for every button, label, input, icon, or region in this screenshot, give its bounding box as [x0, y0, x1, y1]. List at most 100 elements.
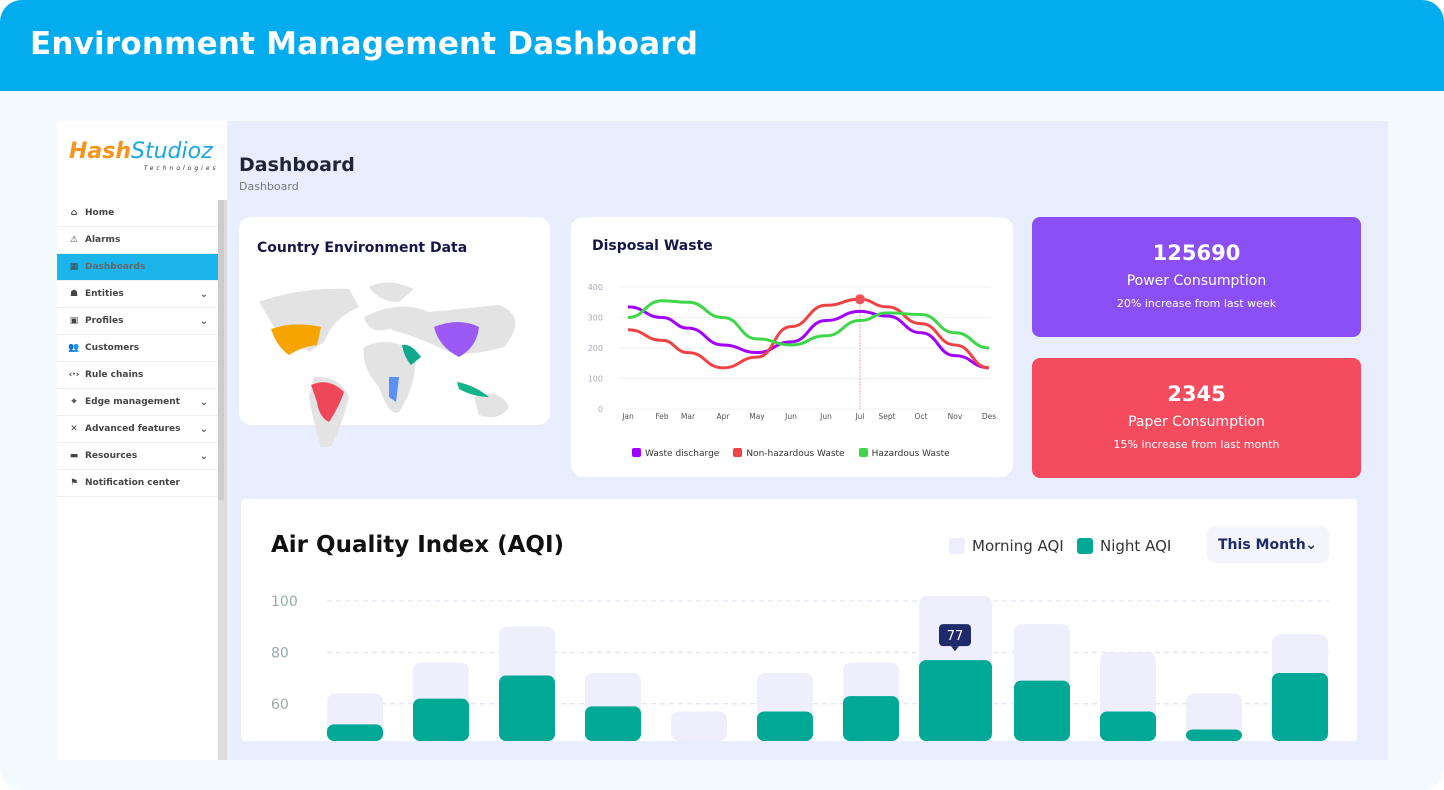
entities-icon: ☗ — [69, 289, 79, 299]
y-tick-label: 80 — [271, 645, 289, 661]
legend-swatch — [1077, 538, 1093, 554]
sidebar-item-label: Alarms — [85, 235, 121, 245]
app-window: HashStudioz Technologies ⌂ Home ⚠ Alarms ▦ Das… — [57, 121, 1388, 760]
sidebar-item-label: Profiles — [85, 316, 124, 326]
chevron-down-icon[interactable]: ⌄ — [199, 288, 208, 300]
disposal-waste-card: Disposal Waste 0 100 200 300 400 Jan Feb Mar Apr… — [571, 217, 1013, 477]
y-tick-label: 300 — [588, 314, 603, 323]
bar-morning — [671, 711, 727, 741]
legend-night: Night AQI — [1077, 537, 1171, 555]
customers-icon: 👥 — [68, 343, 80, 353]
legend-swatch — [733, 448, 743, 457]
sidebar-item-edge-management[interactable]: ⌖ Edge management ⌄ — [57, 389, 218, 416]
stat-label: Paper Consumption — [1128, 414, 1265, 430]
sidebar-item-advanced-features[interactable]: ✕ Advanced features ⌄ — [57, 416, 218, 443]
x-tick-label: Jan — [621, 412, 634, 421]
breadcrumb[interactable]: Dashboard — [239, 180, 299, 193]
legend-swatch — [632, 448, 641, 457]
stat-label: Power Consumption — [1126, 273, 1267, 289]
y-tick-label: 400 — [588, 283, 603, 292]
sidebar-item-alarms[interactable]: ⚠ Alarms — [57, 227, 218, 254]
bar-night — [757, 711, 813, 741]
x-tick-label: Oct — [915, 412, 928, 421]
sidebar-item-profiles[interactable]: ▣ Profiles ⌄ — [57, 308, 218, 335]
stat-value: 2345 — [1167, 382, 1226, 406]
bar-night — [1100, 711, 1156, 741]
disposal-waste-title: Disposal Waste — [592, 238, 713, 254]
series-line-waste-discharge — [627, 305, 990, 370]
y-tick-label: 0 — [598, 405, 603, 414]
x-tick-label: Jun — [784, 412, 797, 421]
sidebar-item-customers[interactable]: 👥 Customers — [57, 335, 218, 362]
map-card-title: Country Environment Data — [257, 240, 468, 256]
y-tick-label: 100 — [271, 594, 298, 610]
x-tick-label: Des — [982, 412, 996, 421]
legend-label: Non-hazardous Waste — [746, 449, 845, 459]
series-line-non-hazardous-waste — [627, 297, 990, 370]
stat-value: 125690 — [1152, 241, 1241, 265]
page-title: Dashboard — [239, 154, 355, 176]
logo[interactable]: HashStudioz Technologies — [69, 139, 219, 172]
x-tick-label: Nov — [948, 412, 963, 421]
sidebar-menu: ⌂ Home ⚠ Alarms ▦ Dashboards ☗ Entities ⌄ ▣ Profil… — [57, 200, 218, 497]
sidebar-item-home[interactable]: ⌂ Home — [57, 200, 218, 227]
tooltip-pointer — [951, 646, 959, 652]
sidebar-item-notification-center[interactable]: ⚑ Notification center — [57, 470, 218, 497]
legend-label: Night AQI — [1100, 537, 1172, 555]
tooltip — [939, 624, 971, 647]
sidebar-item-label: Entities — [85, 289, 124, 299]
notification-icon: ⚑ — [69, 478, 79, 488]
legend-item[interactable]: Hazardous Waste — [858, 448, 950, 459]
chevron-down-icon[interactable]: ⌄ — [199, 450, 208, 462]
disposal-waste-legend: Waste discharge Non-hazardous Waste Hazard… — [632, 448, 950, 459]
banner-title: Environment Management Dashboard — [0, 0, 1444, 91]
disposal-waste-chart[interactable]: 0 100 200 300 400 Jan Feb Mar Apr May Jun Jun Jul Sep… — [571, 217, 1013, 477]
world-map[interactable] — [239, 217, 550, 447]
bar-night — [1014, 680, 1070, 741]
x-tick-label: May — [749, 412, 765, 421]
code-icon: ‹·› — [68, 370, 80, 380]
legend-item[interactable]: Non-hazardous Waste — [733, 448, 845, 459]
legend-label: Morning AQI — [972, 537, 1064, 555]
home-icon: ⌂ — [70, 208, 78, 218]
sidebar-item-resources[interactable]: ▬ Resources ⌄ — [57, 443, 218, 470]
sidebar-item-label: Dashboards — [85, 262, 146, 272]
sidebar-item-rule-chains[interactable]: ‹·› Rule chains — [57, 362, 218, 389]
folder-icon: ▬ — [69, 451, 79, 461]
bar-night — [1272, 672, 1328, 741]
legend-swatch — [949, 538, 965, 554]
sidebar: HashStudioz Technologies ⌂ Home ⚠ Alarms ▦ Das… — [57, 121, 227, 760]
sidebar-item-label: Resources — [85, 451, 138, 461]
aqi-card: Air Quality Index (AQI) Morning AQI Nigh… — [241, 499, 1357, 741]
y-tick-label: 200 — [588, 344, 603, 353]
sidebar-item-dashboards[interactable]: ▦ Dashboards — [57, 254, 218, 281]
warning-icon: ⚠ — [69, 235, 79, 245]
profiles-icon: ▣ — [69, 316, 79, 326]
sidebar-item-entities[interactable]: ☗ Entities ⌄ — [57, 281, 218, 308]
bar-night — [499, 675, 555, 741]
legend-item[interactable]: Waste discharge — [632, 448, 719, 459]
sidebar-scrollbar-thumb[interactable] — [218, 200, 224, 500]
legend-morning: Morning AQI — [949, 537, 1064, 555]
aqi-chart[interactable]: 60 80 100 77 — [241, 499, 1357, 741]
period-select[interactable]: This Month ⌄ — [1207, 526, 1329, 563]
chevron-down-icon[interactable]: ⌄ — [199, 396, 208, 408]
aqi-title: Air Quality Index (AQI) — [271, 532, 565, 558]
sidebar-item-label: Customers — [85, 343, 140, 353]
legend-swatch — [858, 448, 868, 457]
bar-morning — [1186, 693, 1242, 741]
x-tick-label: Apr — [717, 412, 731, 421]
sidebar-item-label: Home — [85, 208, 115, 218]
x-tick-label: Mar — [681, 412, 696, 421]
x-tick-label: Jul — [854, 412, 864, 421]
tooltip-value: 77 — [947, 629, 964, 644]
sidebar-item-label: Rule chains — [85, 370, 144, 380]
y-tick-label: 100 — [588, 375, 603, 384]
sidebar-item-label: Notification center — [85, 478, 180, 488]
chevron-down-icon[interactable]: ⌄ — [199, 315, 208, 327]
x-tick-label: Feb — [655, 412, 669, 421]
stat-subtext: 15% increase from last month — [1113, 438, 1280, 451]
chevron-down-icon[interactable]: ⌄ — [199, 423, 208, 435]
antenna-icon: ⌖ — [71, 397, 77, 407]
